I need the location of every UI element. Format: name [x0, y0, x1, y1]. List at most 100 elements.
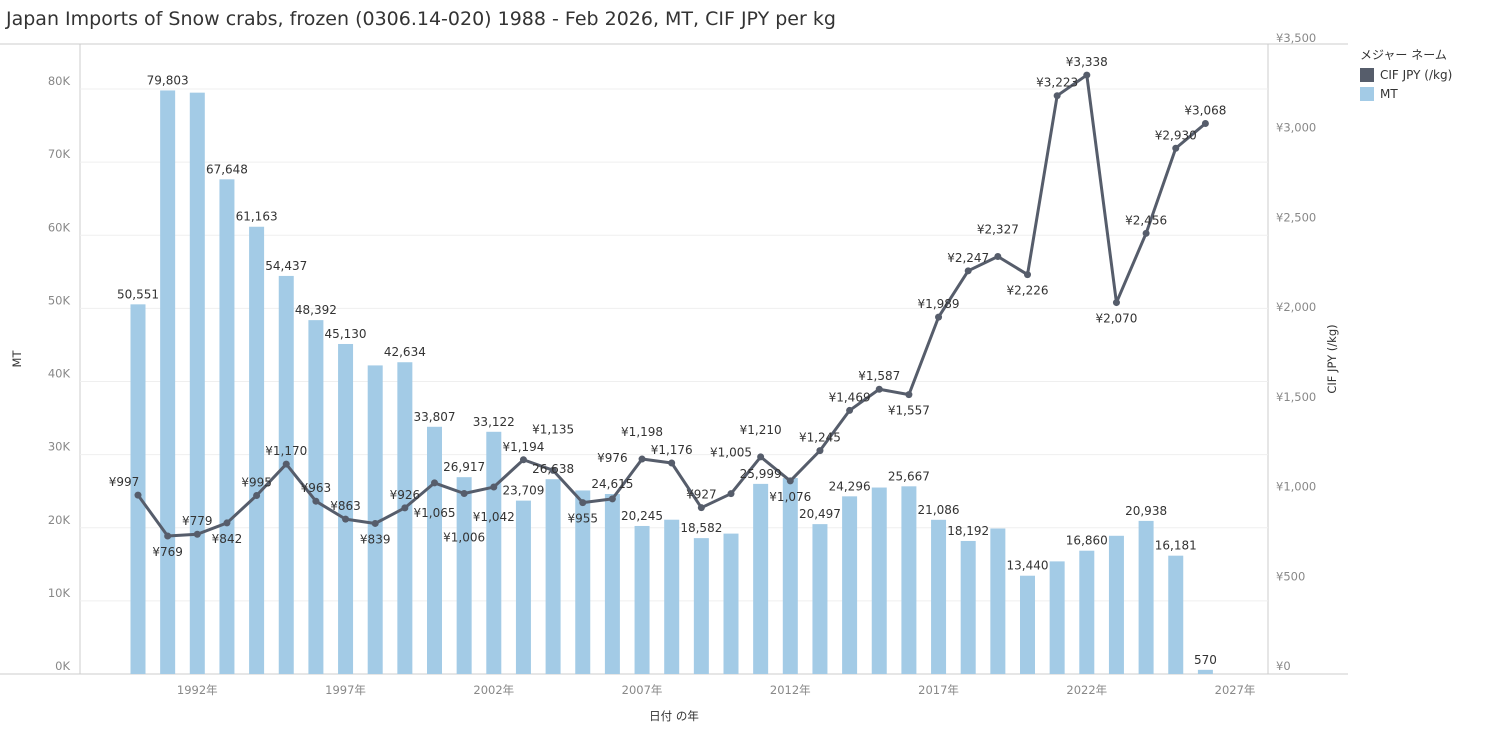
y-right-tick-label: ¥0 [1276, 659, 1291, 673]
bar-mt [160, 90, 176, 675]
bar-mt [130, 304, 146, 674]
x-tick-label: 2012年 [770, 683, 811, 697]
bar-mt [664, 519, 680, 674]
line-point-cif [342, 515, 350, 523]
line-point-cif [371, 519, 379, 527]
line-point-cif [253, 491, 261, 499]
bar-data-label: 26,917 [443, 460, 485, 474]
line-data-label: ¥1,469 [829, 390, 871, 404]
line-data-label: ¥1,194 [502, 440, 544, 454]
bar-mt [753, 483, 769, 674]
line-point-cif [223, 519, 231, 527]
line-point-cif [638, 455, 646, 463]
bar-data-label: 18,192 [947, 524, 989, 538]
y-left-tick-label: 80K [48, 74, 71, 88]
line-point-cif [905, 391, 913, 399]
bar-mt [397, 362, 413, 674]
line-data-label: ¥1,989 [918, 297, 960, 311]
legend-swatch-mt [1360, 87, 1374, 101]
line-point-cif [401, 504, 409, 512]
line-point-cif [846, 406, 854, 414]
bar-mt [219, 179, 235, 674]
y-right-tick-label: ¥2,000 [1276, 300, 1316, 314]
bar-mt [901, 486, 917, 674]
line-point-cif [312, 497, 320, 505]
bar-data-label: 21,086 [918, 503, 960, 517]
bar-data-label: 13,440 [1007, 559, 1049, 573]
bar-mt [1108, 535, 1124, 674]
line-point-cif [519, 456, 527, 464]
line-data-label: ¥1,042 [473, 510, 515, 524]
bar-mt [1079, 550, 1095, 674]
line-point-cif [431, 479, 438, 487]
y-left-tick-label: 70K [48, 147, 71, 161]
y-right-tick-label: ¥3,500 [1276, 31, 1316, 45]
bar-data-label: 79,803 [147, 73, 189, 87]
line-data-label: ¥1,065 [414, 506, 456, 520]
bar-mt [575, 490, 591, 674]
line-data-label: ¥997 [109, 475, 140, 489]
bar-mt [1138, 520, 1154, 674]
line-point-cif [579, 499, 587, 507]
line-data-label: ¥2,327 [977, 222, 1019, 236]
y-left-tick-label: 10K [48, 586, 71, 600]
line-data-label: ¥1,135 [532, 422, 574, 436]
bar-mt [515, 500, 531, 674]
line-data-label: ¥2,070 [1095, 312, 1137, 326]
line-data-label: ¥839 [360, 532, 391, 546]
y-left-tick-label: 20K [48, 513, 71, 527]
line-data-label: ¥963 [301, 481, 332, 495]
line-point-cif [490, 483, 498, 491]
bar-data-label: 26,638 [532, 462, 574, 476]
bar-data-label: 54,437 [265, 259, 307, 273]
line-point-cif [608, 495, 616, 503]
line-data-label: ¥842 [212, 532, 243, 546]
bar-mt [723, 533, 739, 674]
line-data-label: ¥1,557 [888, 404, 930, 418]
legend: メジャー ネーム CIF JPY (/kg) MT [1360, 46, 1452, 101]
bar-mt [1197, 669, 1213, 674]
line-point-cif [549, 466, 557, 474]
chart-title: Japan Imports of Snow crabs, frozen (030… [6, 8, 836, 30]
line-point-cif [964, 267, 972, 275]
bar-mt [990, 528, 1006, 674]
line-point-cif [164, 532, 172, 540]
y-right-tick-label: ¥1,500 [1276, 390, 1316, 404]
line-point-cif [1024, 271, 1031, 279]
legend-label: MT [1380, 87, 1398, 101]
line-data-label: ¥2,226 [1007, 284, 1049, 298]
y-left-tick-label: 60K [48, 220, 71, 234]
line-point-cif [193, 530, 201, 538]
bar-data-label: 33,122 [473, 415, 515, 429]
y-right-tick-label: ¥1,000 [1276, 480, 1316, 494]
bar-mt [1168, 555, 1184, 674]
line-data-label: ¥1,170 [265, 444, 307, 458]
bar-mt [456, 477, 472, 674]
line-point-cif [282, 460, 290, 468]
bar-data-label: 16,181 [1155, 539, 1197, 553]
legend-item-mt[interactable]: MT [1360, 87, 1452, 101]
line-data-label: ¥3,068 [1184, 104, 1226, 118]
line-data-label: ¥2,930 [1155, 128, 1197, 142]
bar-mt [338, 343, 354, 674]
line-data-label: ¥863 [330, 499, 361, 513]
bar-mt [545, 479, 561, 674]
bar-data-label: 48,392 [295, 303, 337, 317]
line-point-cif [727, 490, 735, 498]
bar-data-label: 25,667 [888, 469, 930, 483]
legend-title: メジャー ネーム [1360, 48, 1447, 62]
bar-mt [693, 538, 709, 674]
bar-mt [278, 275, 294, 674]
legend-item-cif[interactable]: CIF JPY (/kg) [1360, 68, 1452, 82]
bar-data-label: 20,245 [621, 509, 663, 523]
x-axis-title: 日付 の年 [649, 709, 699, 723]
line-point-cif [1172, 144, 1180, 152]
line-point-cif [875, 385, 883, 393]
bar-mt [308, 320, 324, 674]
y-left-tick-label: 30K [48, 440, 71, 454]
line-data-label: ¥3,338 [1066, 55, 1108, 69]
bar-mt [427, 426, 442, 674]
line-data-label: ¥2,247 [947, 251, 989, 265]
